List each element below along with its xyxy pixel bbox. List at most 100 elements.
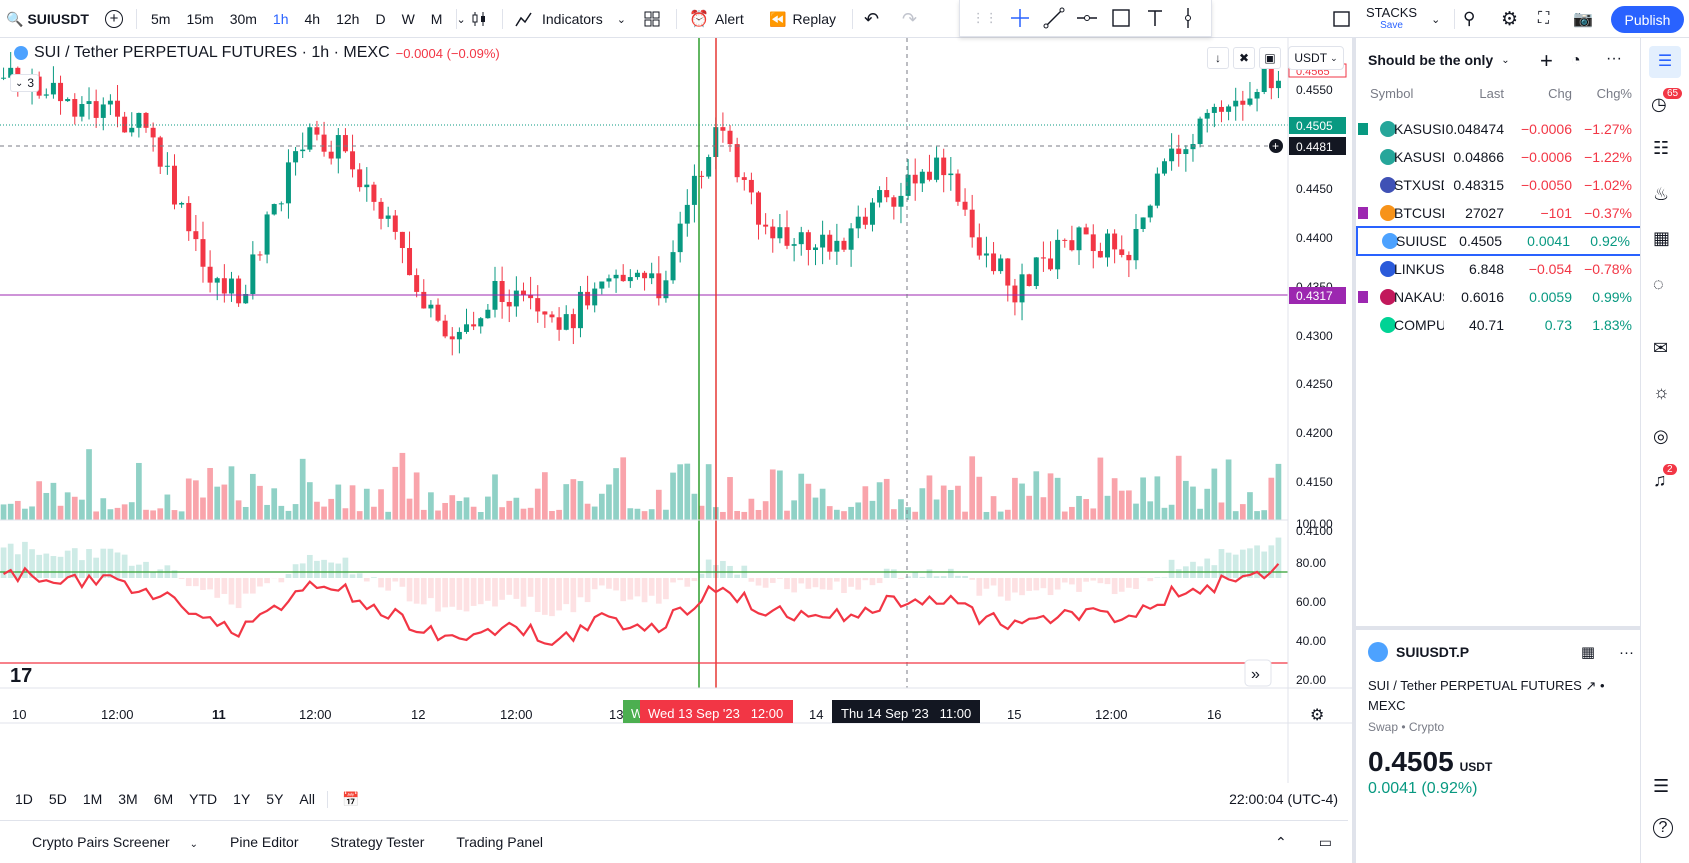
flag-icon[interactable] <box>1358 207 1368 219</box>
column-chg-pct[interactable]: Chg% <box>1596 86 1632 101</box>
vertical-line-icon[interactable] <box>1177 7 1199 29</box>
column-symbol[interactable]: Symbol <box>1370 86 1414 101</box>
watchlist-row[interactable]: COMPUSDT 40.71 0.73 1.83% <box>1356 310 1644 340</box>
interval-15m[interactable]: 15m <box>186 11 214 27</box>
range-1d[interactable]: 1D <box>15 791 33 807</box>
details-widget-button[interactable]: ☷ <box>1653 138 1669 159</box>
watchlist-row[interactable]: SUIUSDT 0.4505 0.0041 0.92% <box>1356 226 1644 256</box>
interval-12h[interactable]: 12h <box>336 11 360 27</box>
quick-search-button[interactable]: ⚲ <box>1463 0 1475 38</box>
range-1y[interactable]: 1Y <box>233 791 251 807</box>
indicators-collapse-button[interactable]: ⌄ 3 <box>10 74 40 92</box>
interval-m[interactable]: M <box>430 11 443 27</box>
watchlist-row[interactable]: KASUSDT0.048474 −0.0006 −1.27% <box>1356 114 1644 144</box>
interval-4h[interactable]: 4h <box>304 11 321 27</box>
horizontal-line-icon[interactable] <box>1076 7 1098 29</box>
snapshot-button[interactable]: 📷 <box>1573 0 1593 38</box>
external-link-icon[interactable]: ↗ <box>1585 678 1597 693</box>
details-symbol[interactable]: SUIUSDT.P <box>1396 644 1470 660</box>
range-3m[interactable]: 3M <box>118 791 138 807</box>
watchlist-header[interactable]: Should be the only ⌄ <box>1368 52 1510 68</box>
more-icon[interactable]: ··· <box>1619 643 1634 661</box>
flag-icon[interactable] <box>1358 291 1368 303</box>
layers-button[interactable]: ☰ <box>1653 776 1669 797</box>
tab-trading-panel[interactable]: Trading Panel <box>456 834 544 850</box>
goto-date-icon[interactable]: 📅 <box>326 790 367 808</box>
compare-button[interactable]: + <box>103 0 125 38</box>
chevron-down-icon[interactable]: ⌄ <box>616 13 626 26</box>
trend-line-icon[interactable] <box>1043 7 1065 29</box>
layouts-button[interactable] <box>643 0 661 38</box>
settings-button[interactable]: ⚙ <box>1501 0 1518 38</box>
scroll-down-button[interactable]: ↓ <box>1207 47 1229 69</box>
add-symbol-icon[interactable]: + <box>1540 48 1553 73</box>
scroll-right-button[interactable] <box>1244 659 1272 687</box>
price-axis[interactable]: 0.4550 0.4450 0.4400 0.4350 0.4300 0.425… <box>1269 63 1347 538</box>
crosshair-icon[interactable] <box>1009 7 1031 29</box>
ideas-button[interactable]: ◌ <box>1653 274 1664 295</box>
range-5y[interactable]: 5Y <box>266 791 284 807</box>
alerts-button[interactable]: ♫ 2 <box>1653 464 1677 491</box>
maximize-panel-icon[interactable]: ▭ <box>1318 833 1332 850</box>
interval-30m[interactable]: 30m <box>229 11 257 27</box>
watchlist-row[interactable]: BTCUSDT 27027 −101 −0.37% <box>1356 198 1644 228</box>
redo-button[interactable]: ↷ <box>902 0 917 38</box>
ideas-stream-button[interactable]: ☼ <box>1653 382 1670 403</box>
time-axis[interactable]: 10 12:00 11 12:00 12 12:00 13 14 15 12:0… <box>12 700 1324 724</box>
help-button[interactable]: ? <box>1653 818 1673 838</box>
drag-handle-icon[interactable]: ⋮⋮ <box>971 10 998 25</box>
range-6m[interactable]: 6M <box>153 791 174 807</box>
text-tool-icon[interactable] <box>1144 7 1166 29</box>
layout-save[interactable]: Save <box>1380 20 1403 31</box>
range-ytd[interactable]: YTD <box>189 791 218 807</box>
watchlist-row[interactable]: KASUSDT 0.04866 −0.0006 −1.22% <box>1356 142 1644 172</box>
flag-icon[interactable] <box>1358 123 1368 135</box>
interval-w[interactable]: W <box>401 11 415 27</box>
range-1m[interactable]: 1M <box>82 791 103 807</box>
more-icon[interactable]: ··· <box>1606 50 1622 67</box>
chevron-down-icon[interactable]: ⌄ <box>456 13 466 26</box>
clock-label[interactable]: 22:00:04 (UTC-4) <box>1229 791 1338 807</box>
chat-button[interactable]: ✉ <box>1653 338 1668 359</box>
chevron-up-icon[interactable]: ⌃ <box>1275 833 1287 850</box>
rectangle-icon[interactable] <box>1110 7 1132 29</box>
collapse-button[interactable]: ✖ <box>1233 47 1255 69</box>
add-alert-icon[interactable] <box>1269 139 1283 153</box>
chart-pane[interactable]: 0.4550 0.4450 0.4400 0.4350 0.4300 0.425… <box>0 38 1352 783</box>
tab-strategy-tester[interactable]: Strategy Tester <box>330 834 425 850</box>
advanced-view-icon[interactable]: ◔ <box>1571 52 1581 69</box>
chart-legend[interactable]: SUI / Tether PERPETUAL FUTURES · 1h · ME… <box>14 44 500 62</box>
watchlist-row[interactable]: STXUSDT 0.48315 −0.0050 −1.02% <box>1356 170 1644 200</box>
range-all[interactable]: All <box>299 791 315 807</box>
range-5d[interactable]: 5D <box>48 791 67 807</box>
notifications-button[interactable]: ◷ 65 <box>1651 88 1683 115</box>
layout-menu[interactable]: STACKS Save ⌄ <box>1332 0 1440 38</box>
fullscreen-button[interactable]: ⛶ <box>1538 0 1549 38</box>
symbol-search[interactable]: 🔍 SUIUSDT <box>6 0 89 38</box>
chart-type-button[interactable] <box>470 0 488 38</box>
alert-button[interactable]: ⏰ Alert <box>689 0 744 38</box>
interval-d[interactable]: D <box>375 11 386 27</box>
streams-button[interactable]: ◎ <box>1653 426 1669 447</box>
watchlist-row[interactable]: NAKAUSDT 0.6016 0.0059 0.99% <box>1356 282 1644 312</box>
currency-selector[interactable]: USDT ⌄ <box>1288 46 1344 70</box>
tab-pine-editor[interactable]: Pine Editor <box>230 834 299 850</box>
chevron-down-icon[interactable]: ⌄ <box>1431 13 1441 26</box>
grid-icon[interactable]: ▦ <box>1580 644 1595 661</box>
replay-button[interactable]: ⏪ Replay <box>769 0 836 38</box>
watchlist-widget-button[interactable]: ☰ <box>1649 46 1681 78</box>
hotlists-button[interactable]: ♨ <box>1653 184 1669 205</box>
interval-5m[interactable]: 5m <box>151 11 171 27</box>
column-chg[interactable]: Chg <box>1548 86 1572 101</box>
watchlist-row[interactable]: LINKUSDT 6.848 −0.054 −0.78% <box>1356 254 1644 284</box>
maximize-pane-button[interactable]: ▣ <box>1259 47 1281 69</box>
undo-button[interactable]: ↶ <box>864 0 879 38</box>
interval-1h[interactable]: 1h <box>272 11 289 27</box>
publish-button[interactable]: Publish <box>1611 6 1684 33</box>
column-last[interactable]: Last <box>1479 86 1504 101</box>
calendar-button[interactable]: ▦ <box>1653 228 1670 249</box>
axis-settings-icon[interactable]: ⚙ <box>1310 707 1324 724</box>
tab-crypto-pairs-screener[interactable]: Crypto Pairs Screener ⌄ <box>0 834 214 850</box>
oscillator-axis[interactable]: 100.00 80.00 60.00 40.00 20.00 <box>1296 517 1333 687</box>
indicators-button[interactable]: Indicators ⌄ <box>514 0 626 38</box>
